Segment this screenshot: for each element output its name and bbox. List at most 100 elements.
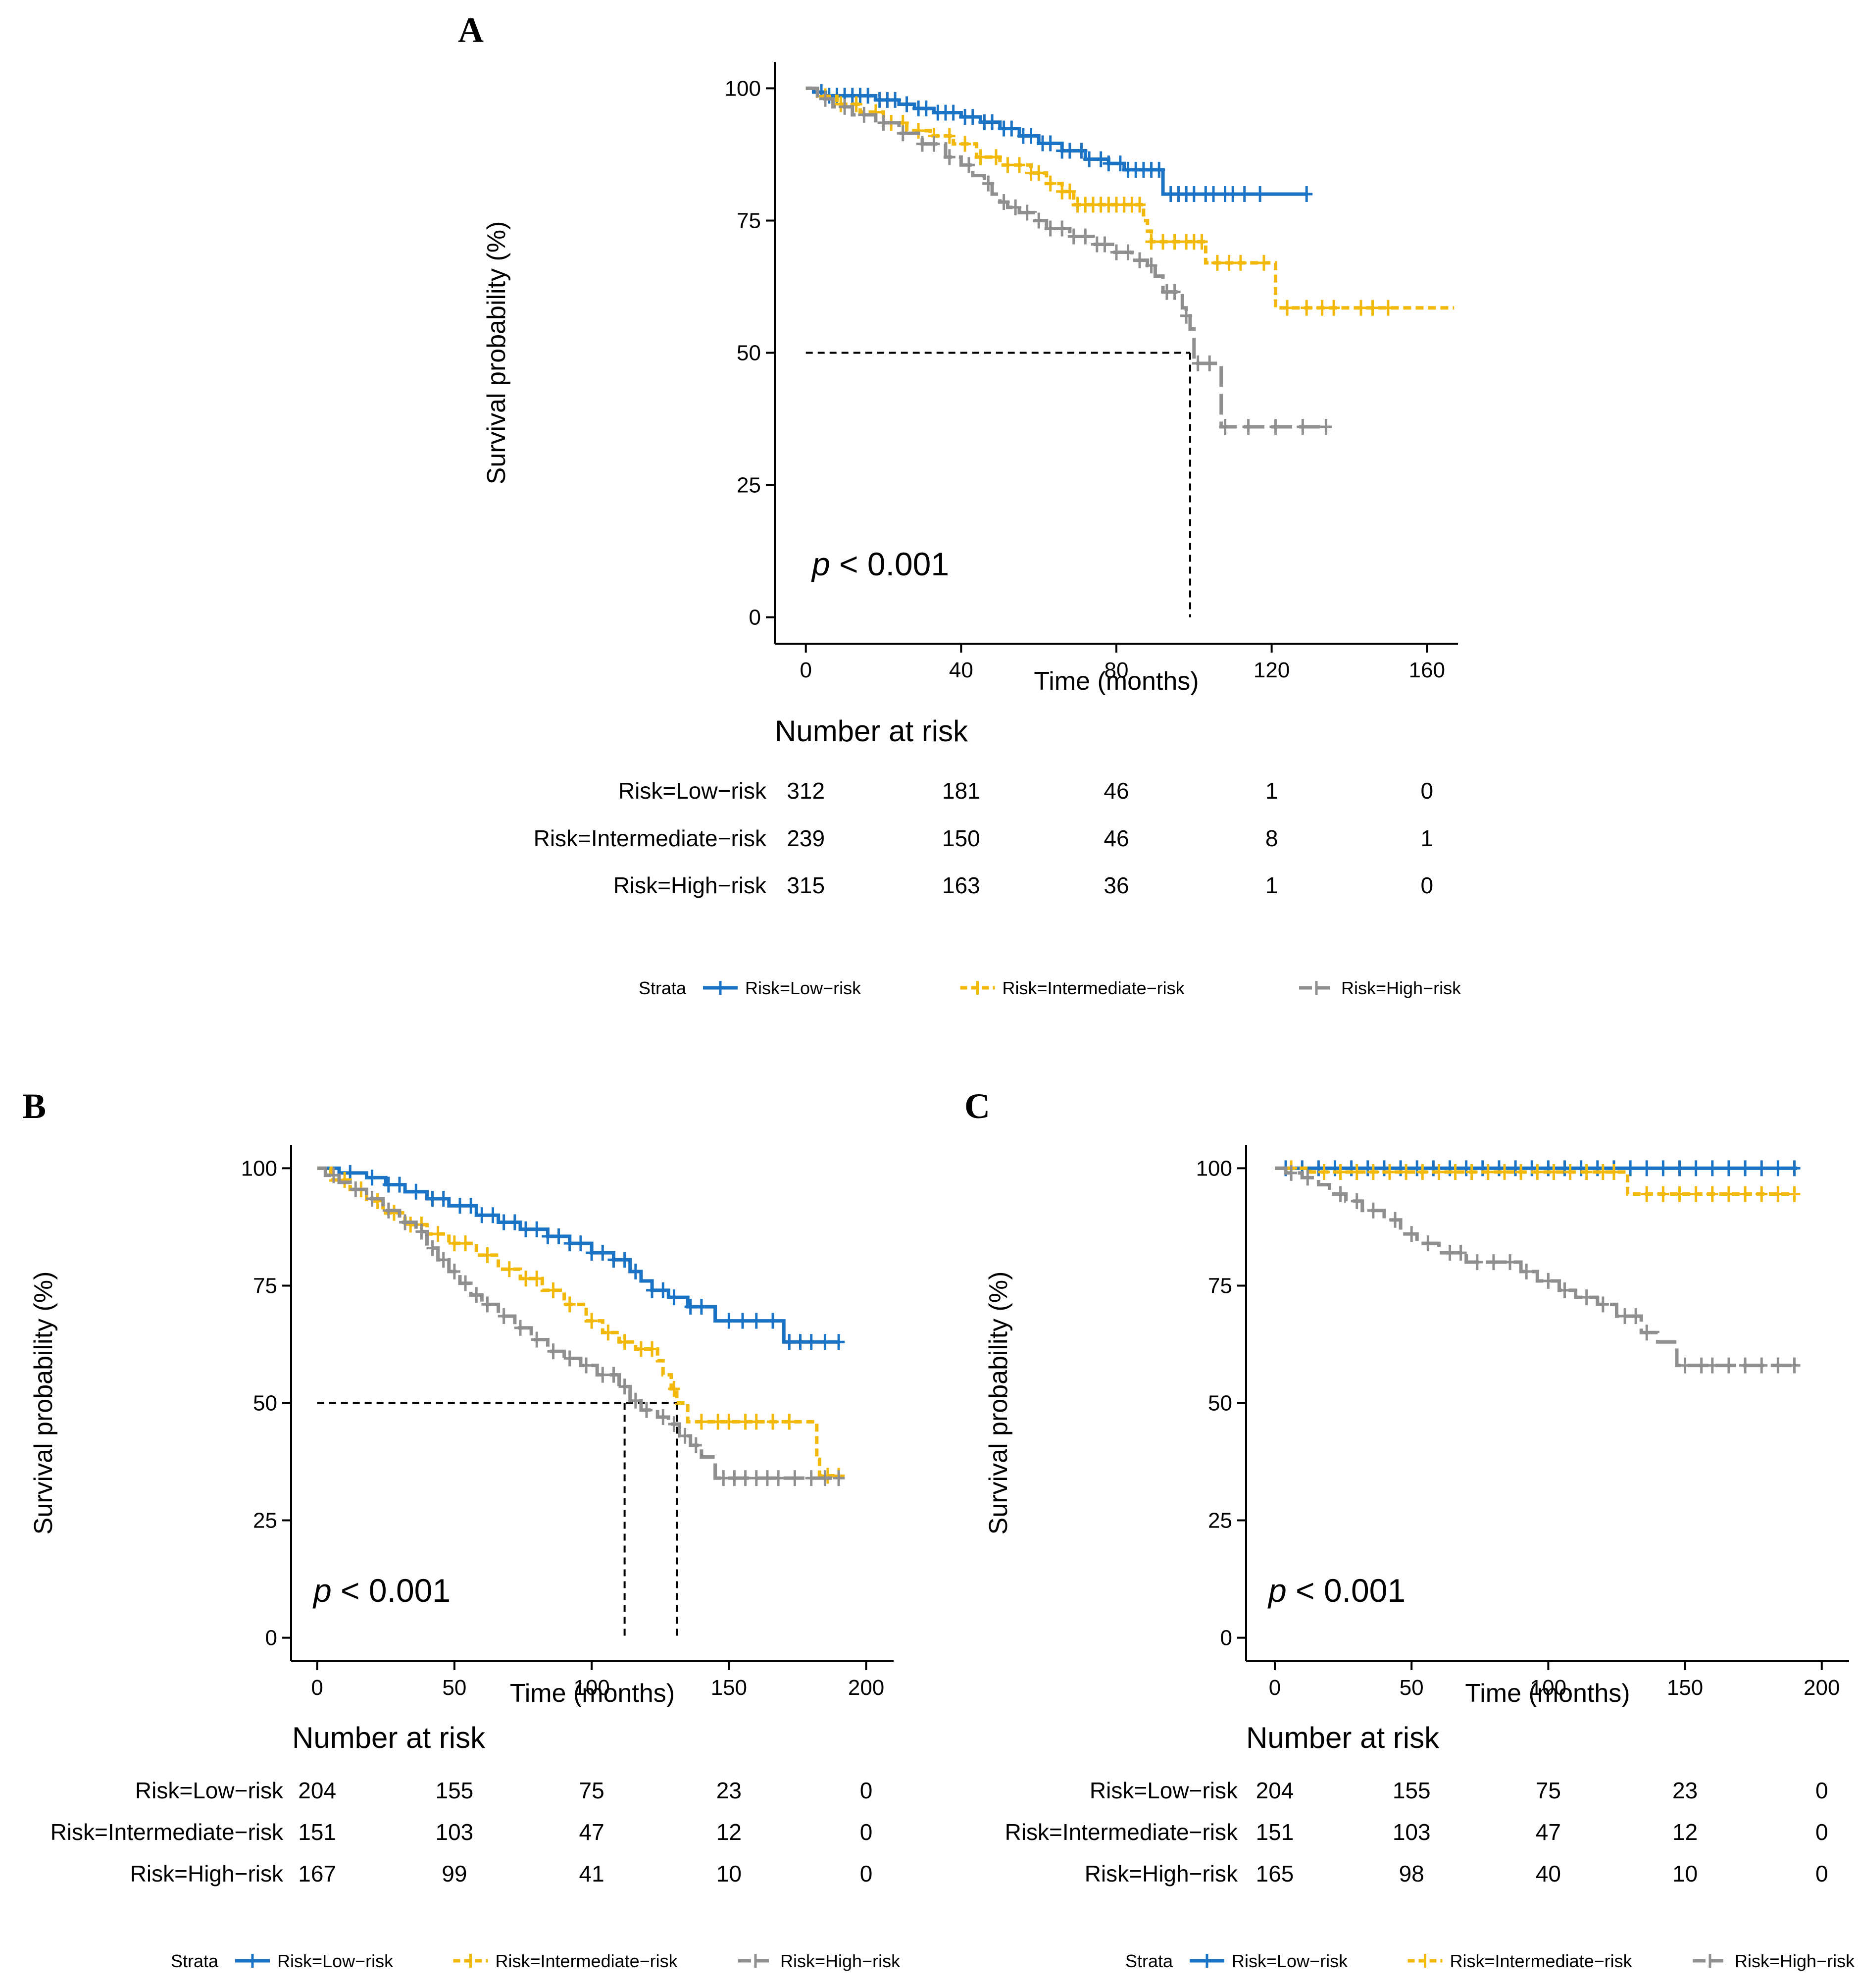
x-tick-label: 0 bbox=[800, 658, 811, 682]
risk-table-row-label: Risk=High−risk bbox=[130, 1861, 284, 1886]
curve-low-risk bbox=[805, 86, 1307, 196]
x-tick-label: 100 bbox=[573, 1676, 609, 1700]
y-axis-title: Survival probability (%) bbox=[984, 1272, 1013, 1535]
x-tick-label: 100 bbox=[1530, 1676, 1566, 1700]
p-value: p < 0.001 bbox=[1267, 1572, 1406, 1609]
risk-table-cell: 204 bbox=[298, 1778, 336, 1803]
legend-label: Risk=High−risk bbox=[1735, 1951, 1855, 1971]
curve-high-risk bbox=[805, 86, 1326, 429]
risk-table-cell: 10 bbox=[1672, 1861, 1698, 1886]
x-tick-label: 150 bbox=[711, 1676, 747, 1700]
risk-table-row-label: Risk=Low−risk bbox=[1090, 1778, 1238, 1803]
risk-table-title: Number at risk bbox=[1246, 1721, 1440, 1754]
risk-table-row-label: Risk=High−risk bbox=[613, 872, 767, 898]
risk-table-cell: 46 bbox=[1104, 825, 1129, 851]
y-axis-title: Survival probability (%) bbox=[29, 1272, 58, 1535]
risk-table-cell: 47 bbox=[579, 1819, 604, 1845]
y-tick-label: 0 bbox=[749, 606, 761, 630]
legend: Strata Risk=Low−risk Risk=Intermediate−ris… bbox=[171, 1951, 901, 1971]
x-tick-label: 50 bbox=[1400, 1676, 1424, 1700]
curve-intermediate-risk bbox=[1275, 1166, 1795, 1196]
risk-table-cell: 12 bbox=[716, 1819, 742, 1845]
legend-label: Risk=Intermediate−risk bbox=[1003, 978, 1185, 998]
legend-title: Strata bbox=[171, 1951, 219, 1971]
x-tick-label: 0 bbox=[311, 1676, 323, 1700]
risk-table-cell: 0 bbox=[1815, 1819, 1828, 1845]
risk-table-row-label: Risk=Low−risk bbox=[618, 778, 767, 804]
y-tick-label: 25 bbox=[1208, 1509, 1232, 1533]
risk-table-cell: 103 bbox=[1393, 1819, 1431, 1845]
risk-table-cell: 12 bbox=[1672, 1819, 1698, 1845]
p-value-symbol: p bbox=[1267, 1572, 1287, 1609]
curve-intermediate-risk bbox=[317, 1166, 839, 1478]
p-value: p < 0.001 bbox=[312, 1572, 451, 1609]
legend-label: Risk=Intermediate−risk bbox=[1450, 1951, 1633, 1971]
risk-table-cell: 151 bbox=[1256, 1819, 1294, 1845]
y-tick-label: 100 bbox=[725, 76, 761, 101]
risk-table-cell: 23 bbox=[1672, 1778, 1698, 1803]
risk-table-row-label: Risk=Intermediate−risk bbox=[1005, 1819, 1238, 1845]
risk-table-cell: 47 bbox=[1536, 1819, 1561, 1845]
risk-table-row-label: Risk=High−risk bbox=[1085, 1861, 1238, 1886]
legend: Strata Risk=Low−risk Risk=Intermediate−ris… bbox=[639, 978, 1461, 998]
curve-low-risk bbox=[317, 1166, 839, 1344]
risk-table-row-label: Risk=Low−risk bbox=[135, 1778, 284, 1803]
risk-table-cell: 181 bbox=[942, 778, 980, 804]
risk-table-cell: 99 bbox=[442, 1861, 467, 1886]
risk-table-cell: 165 bbox=[1256, 1861, 1294, 1886]
x-tick-label: 120 bbox=[1254, 658, 1290, 682]
y-tick-label: 0 bbox=[265, 1626, 277, 1650]
y-tick-label: 100 bbox=[241, 1156, 277, 1180]
y-tick-label: 100 bbox=[1196, 1156, 1232, 1180]
x-axis-title: Time (months) bbox=[510, 1679, 675, 1708]
x-tick-label: 200 bbox=[1804, 1676, 1840, 1700]
x-axis-title: Time (months) bbox=[1465, 1679, 1630, 1708]
legend-title: Strata bbox=[1125, 1951, 1173, 1971]
panel-label-B: B bbox=[22, 1086, 46, 1126]
x-tick-label: 80 bbox=[1105, 658, 1129, 682]
risk-table-title: Number at risk bbox=[292, 1721, 486, 1754]
risk-table-cell: 150 bbox=[942, 825, 980, 851]
x-tick-label: 50 bbox=[442, 1676, 466, 1700]
risk-table-cell: 36 bbox=[1104, 872, 1129, 898]
risk-table-cell: 1 bbox=[1265, 778, 1278, 804]
y-tick-label: 50 bbox=[1208, 1391, 1232, 1416]
risk-table-cell: 40 bbox=[1536, 1861, 1561, 1886]
risk-table-cell: 8 bbox=[1265, 825, 1278, 851]
risk-table-cell: 163 bbox=[942, 872, 980, 898]
risk-table-cell: 75 bbox=[579, 1778, 604, 1803]
y-tick-label: 50 bbox=[253, 1391, 277, 1416]
x-tick-label: 200 bbox=[848, 1676, 884, 1700]
risk-table-cell: 0 bbox=[1420, 872, 1433, 898]
risk-table-cell: 46 bbox=[1104, 778, 1129, 804]
x-tick-label: 0 bbox=[1269, 1676, 1281, 1700]
y-axis-title: Survival probability (%) bbox=[482, 221, 511, 485]
legend: Strata Risk=Low−risk Risk=Intermediate−ris… bbox=[1125, 1951, 1855, 1971]
x-tick-label: 150 bbox=[1667, 1676, 1703, 1700]
risk-table-cell: 0 bbox=[860, 1778, 873, 1803]
panel-label-A: A bbox=[458, 10, 484, 50]
risk-table-cell: 239 bbox=[787, 825, 825, 851]
y-tick-label: 25 bbox=[737, 473, 761, 498]
p-value-symbol: p bbox=[811, 546, 830, 582]
x-axis-title: Time (months) bbox=[1034, 667, 1199, 696]
p-value-text: < 0.001 bbox=[1287, 1572, 1406, 1609]
curve-high-risk bbox=[317, 1166, 839, 1480]
risk-table-cell: 23 bbox=[716, 1778, 742, 1803]
y-tick-label: 75 bbox=[253, 1274, 277, 1298]
risk-table-cell: 103 bbox=[436, 1819, 474, 1845]
legend-label: Risk=High−risk bbox=[780, 1951, 901, 1971]
risk-table-cell: 0 bbox=[1815, 1778, 1828, 1803]
risk-table-cell: 10 bbox=[716, 1861, 742, 1886]
legend-label: Risk=High−risk bbox=[1341, 978, 1461, 998]
y-tick-label: 0 bbox=[1220, 1626, 1232, 1650]
risk-table-title: Number at risk bbox=[775, 714, 968, 748]
risk-table-row-label: Risk=Intermediate−risk bbox=[534, 825, 767, 851]
risk-table-cell: 75 bbox=[1536, 1778, 1561, 1803]
risk-table-cell: 41 bbox=[579, 1861, 604, 1886]
p-value: p < 0.001 bbox=[811, 546, 949, 582]
x-tick-label: 40 bbox=[949, 658, 973, 682]
